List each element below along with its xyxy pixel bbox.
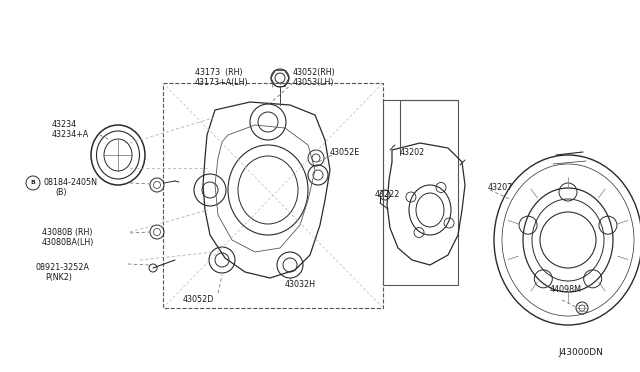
Bar xyxy=(163,83,383,308)
Text: 43032H: 43032H xyxy=(285,280,316,289)
Text: 43222: 43222 xyxy=(375,190,401,199)
Text: 43052(RH): 43052(RH) xyxy=(293,68,336,77)
Text: (B): (B) xyxy=(55,188,67,197)
Text: 43234: 43234 xyxy=(52,120,77,129)
Text: 43080BA(LH): 43080BA(LH) xyxy=(42,238,94,247)
Text: B: B xyxy=(31,180,35,186)
Text: 08184-2405N: 08184-2405N xyxy=(44,178,98,187)
Text: 43053(LH): 43053(LH) xyxy=(293,78,335,87)
Text: 43207: 43207 xyxy=(488,183,513,192)
Text: 43052D: 43052D xyxy=(183,295,214,304)
Bar xyxy=(383,100,458,285)
Text: 43202: 43202 xyxy=(400,148,425,157)
Text: 43234+A: 43234+A xyxy=(52,130,89,139)
Text: 44098M: 44098M xyxy=(550,285,582,294)
Text: 43173  (RH): 43173 (RH) xyxy=(195,68,243,77)
Text: P(NK2): P(NK2) xyxy=(45,273,72,282)
Text: 43173+A(LH): 43173+A(LH) xyxy=(195,78,248,87)
Text: J43000DN: J43000DN xyxy=(558,348,603,357)
Text: 43052E: 43052E xyxy=(330,148,360,157)
Text: 43080B (RH): 43080B (RH) xyxy=(42,228,93,237)
Text: 08921-3252A: 08921-3252A xyxy=(35,263,89,272)
